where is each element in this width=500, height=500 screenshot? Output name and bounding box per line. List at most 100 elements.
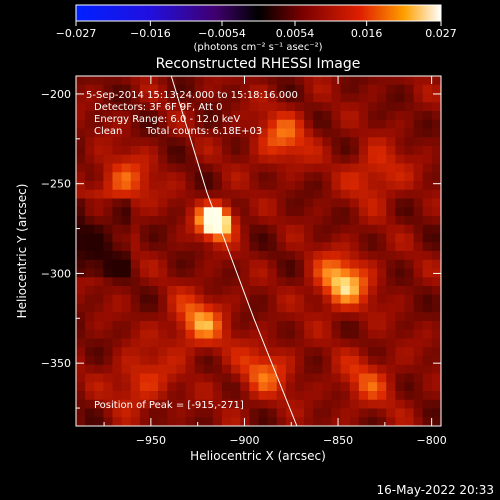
heatmap-cell	[413, 137, 424, 147]
heatmap-cell	[76, 303, 86, 313]
heatmap-cell	[431, 224, 441, 234]
heatmap-cell	[149, 181, 159, 191]
heatmap-cell	[139, 408, 150, 418]
heatmap-cell	[176, 259, 187, 269]
heatmap-cell	[340, 312, 351, 322]
heatmap-cell	[304, 102, 314, 112]
heatmap-cell	[322, 303, 333, 313]
heatmap-cell	[176, 137, 187, 147]
heatmap-cell	[322, 329, 333, 339]
heatmap-cell	[431, 417, 441, 426]
heatmap-cell	[139, 251, 150, 261]
heatmap-cell	[130, 294, 141, 304]
heatmap-cell	[112, 224, 123, 234]
heatmap-cell	[240, 102, 250, 112]
heatmap-cell	[422, 154, 433, 164]
heatmap-cell	[295, 338, 305, 348]
heatmap-cell	[212, 251, 223, 261]
heatmap-cell	[276, 286, 287, 296]
heatmap-cell	[203, 172, 214, 182]
heatmap-cell	[203, 181, 214, 191]
heatmap-cell	[158, 251, 168, 261]
heatmap-image	[76, 76, 441, 426]
heatmap-cell	[431, 84, 441, 94]
heatmap-cell	[322, 373, 333, 383]
heatmap-cell	[340, 128, 351, 138]
heatmap-cell	[413, 338, 424, 348]
heatmap-cell	[139, 277, 150, 287]
heatmap-cell	[358, 294, 369, 304]
heatmap-cell	[167, 294, 177, 304]
heatmap-cell	[422, 417, 433, 426]
heatmap-cell	[130, 216, 141, 226]
heatmap-cell	[368, 391, 378, 401]
heatmap-cell	[203, 286, 214, 296]
heatmap-cell	[258, 268, 269, 278]
heatmap-cell	[249, 251, 260, 261]
heatmap-cell	[340, 84, 351, 94]
heatmap-cell	[285, 268, 296, 278]
heatmap-cell	[295, 312, 305, 322]
heatmap-cell	[222, 382, 232, 392]
heatmap-cell	[222, 312, 232, 322]
heatmap-cell	[295, 303, 305, 313]
heatmap-cell	[176, 286, 187, 296]
heatmap-cell	[340, 268, 351, 278]
heatmap-cell	[222, 294, 232, 304]
heatmap-cell	[85, 364, 95, 374]
annotation-clean: Clean	[94, 126, 122, 137]
heatmap-cell	[358, 364, 369, 374]
heatmap-cell	[139, 364, 150, 374]
heatmap-cell	[121, 321, 132, 331]
heatmap-cell	[167, 399, 177, 409]
heatmap-cell	[76, 312, 86, 322]
heatmap-cell	[331, 146, 342, 156]
heatmap-cell	[285, 198, 296, 208]
heatmap-cell	[285, 137, 296, 147]
heatmap-cell	[185, 303, 196, 313]
heatmap-cell	[139, 172, 150, 182]
heatmap-cell	[121, 347, 132, 357]
heatmap-cell	[386, 338, 396, 348]
heatmap-cell	[149, 338, 159, 348]
heatmap-cell	[130, 303, 141, 313]
heatmap-cell	[377, 137, 387, 147]
heatmap-cell	[94, 312, 104, 322]
heatmap-cell	[139, 294, 150, 304]
heatmap-cell	[222, 137, 232, 147]
heatmap-cell	[121, 303, 132, 313]
heatmap-cell	[231, 198, 241, 208]
heatmap-cell	[285, 417, 296, 426]
heatmap-cell	[185, 102, 196, 112]
heatmap-cell	[240, 207, 250, 217]
heatmap-cell	[158, 119, 168, 129]
heatmap-cell	[377, 268, 387, 278]
heatmap-cell	[149, 111, 159, 121]
heatmap-cell	[249, 391, 260, 401]
heatmap-cell	[222, 189, 232, 199]
heatmap-cell	[85, 286, 95, 296]
heatmap-cell	[94, 382, 104, 392]
heatmap-cell	[194, 338, 205, 348]
heatmap-cell	[295, 233, 305, 243]
heatmap-cell	[413, 312, 424, 322]
heatmap-cell	[130, 277, 141, 287]
heatmap-cell	[176, 417, 187, 426]
heatmap-cell	[240, 303, 250, 313]
heatmap-cell	[203, 294, 214, 304]
heatmap-cell	[368, 303, 378, 313]
heatmap-cell	[240, 76, 250, 86]
heatmap-cell	[413, 242, 424, 252]
heatmap-cell	[386, 207, 396, 217]
heatmap-cell	[185, 347, 196, 357]
heatmap-cell	[395, 329, 406, 339]
heatmap-cell	[194, 399, 205, 409]
heatmap-cell	[358, 224, 369, 234]
heatmap-cell	[185, 207, 196, 217]
heatmap-cell	[358, 268, 369, 278]
heatmap-cell	[249, 111, 260, 121]
heatmap-cell	[304, 242, 314, 252]
heatmap-cell	[377, 321, 387, 331]
heatmap-cell	[130, 391, 141, 401]
heatmap-cell	[349, 216, 360, 226]
